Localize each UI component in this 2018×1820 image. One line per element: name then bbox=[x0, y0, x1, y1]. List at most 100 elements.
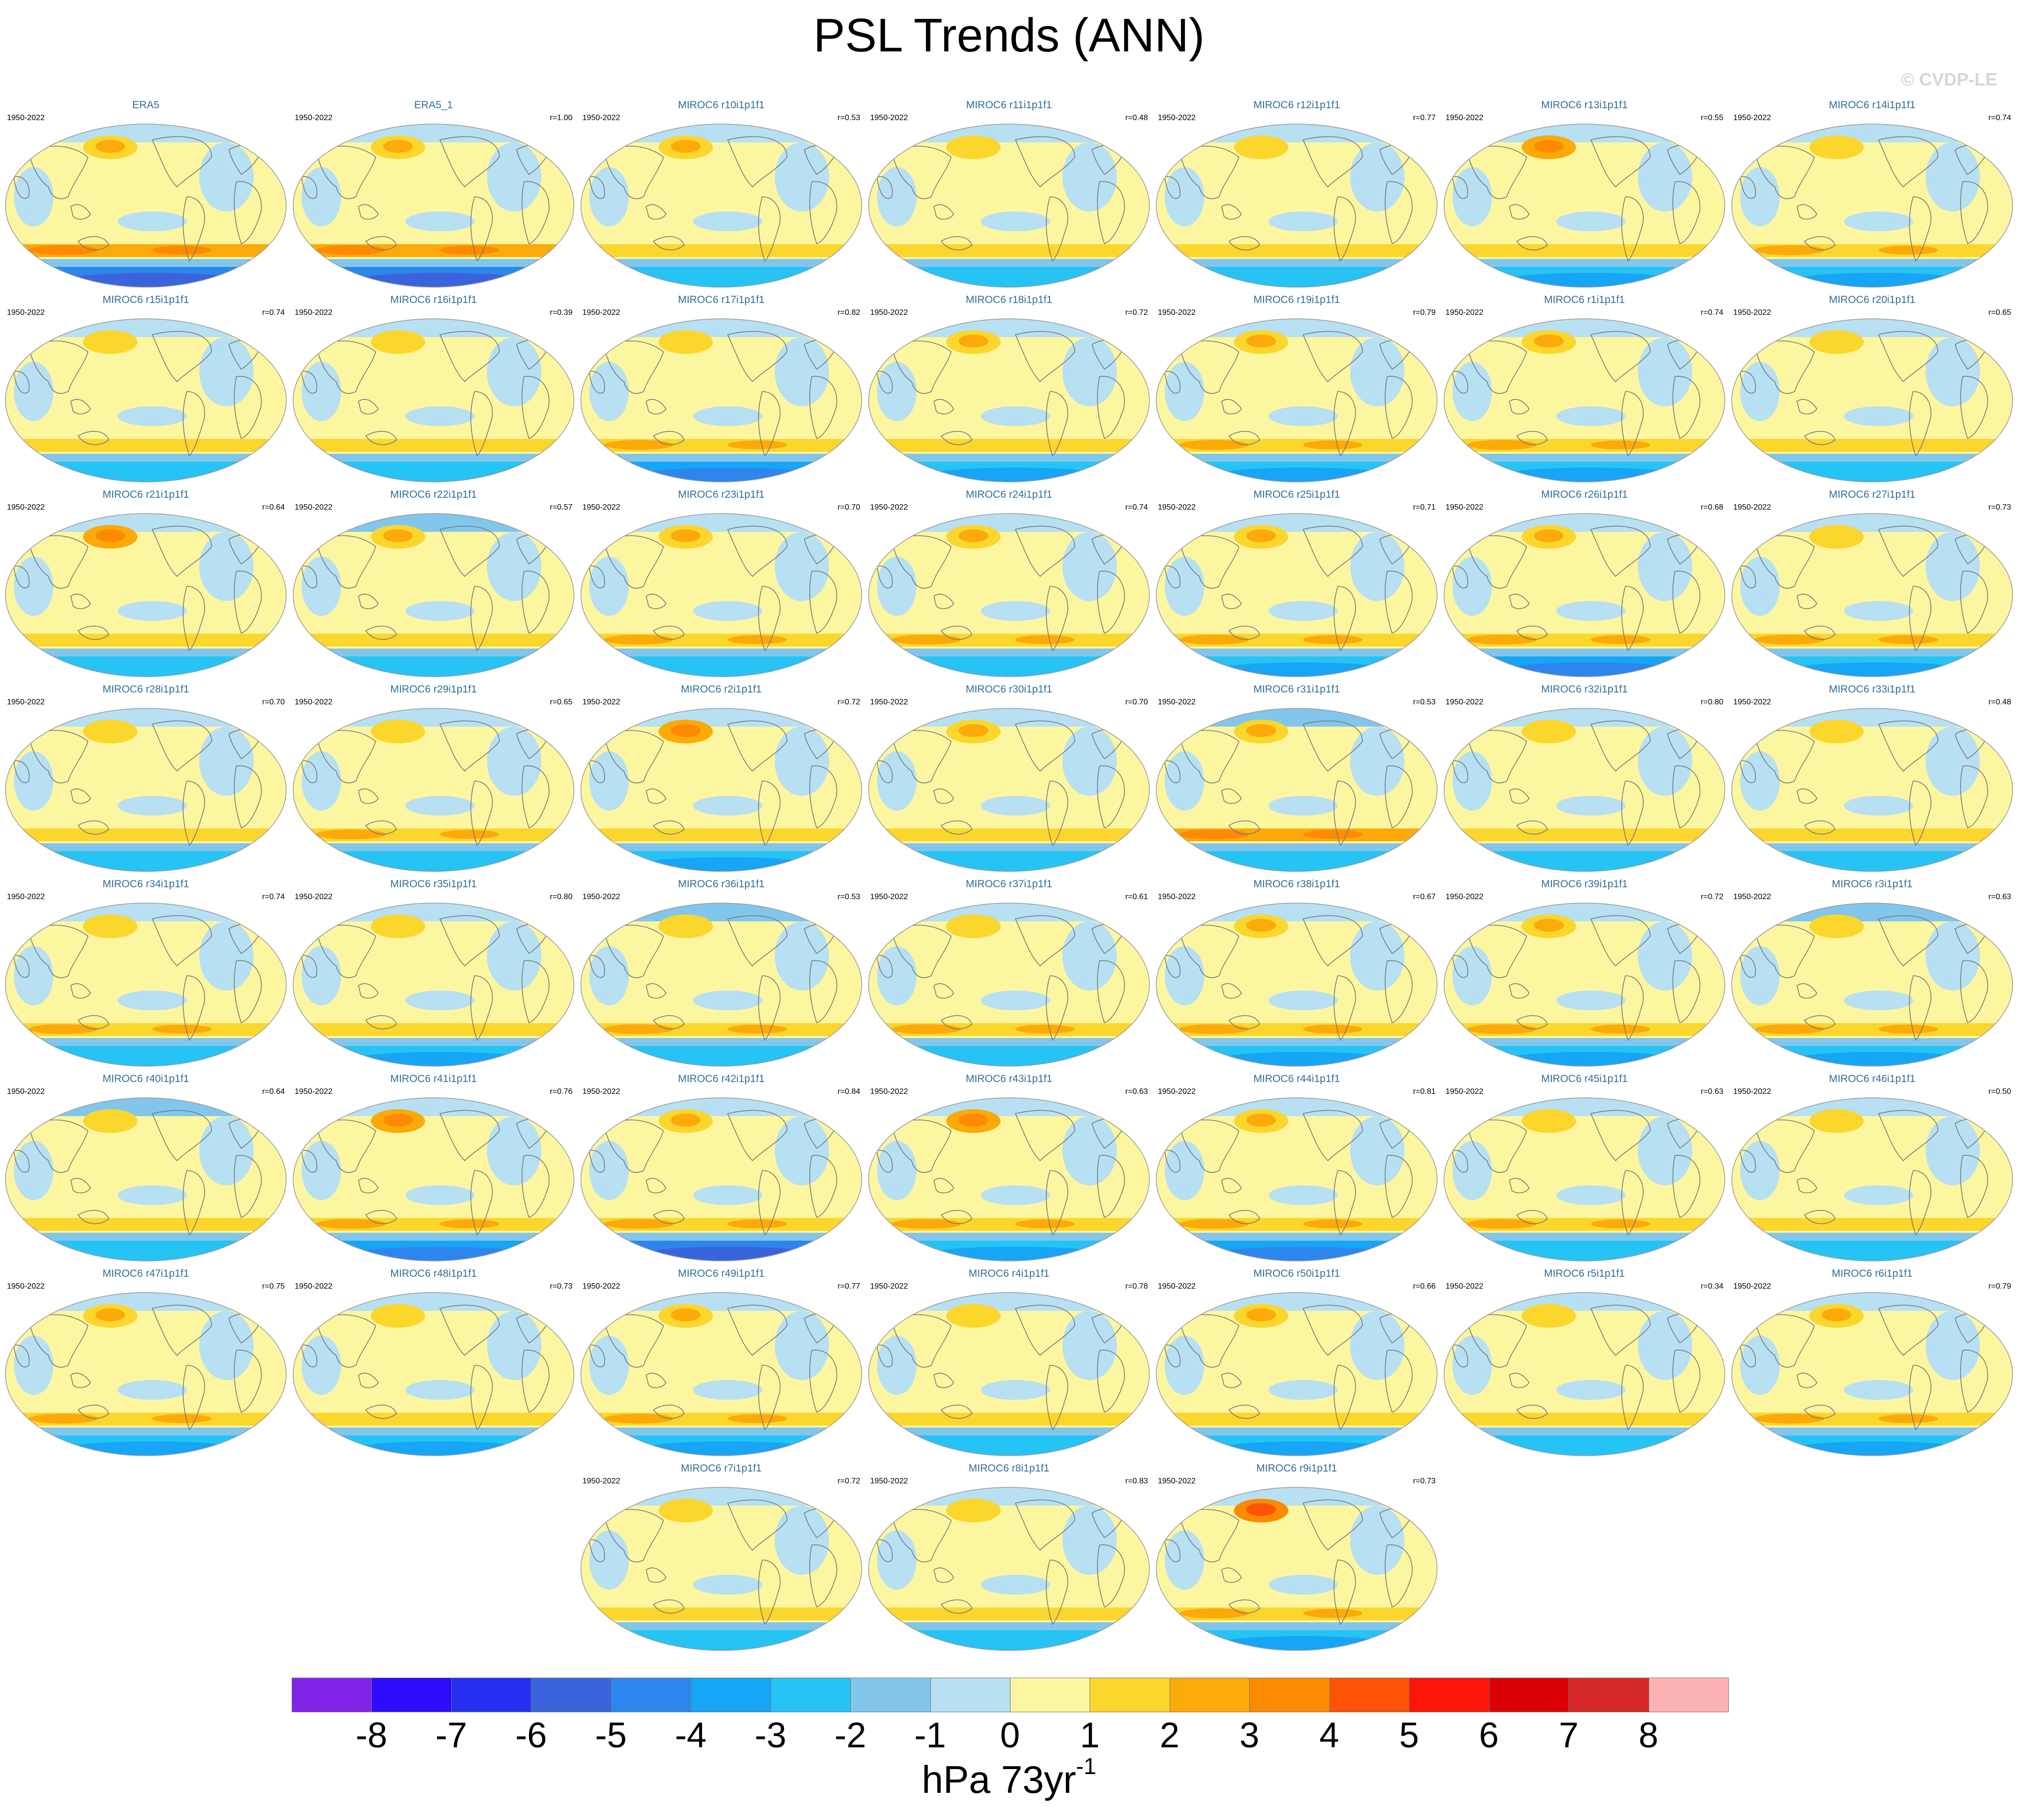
map-panel: MIROC6 r45i1p1f1 1950-2022 r=0.63 bbox=[1443, 1073, 1726, 1263]
globe-map bbox=[1731, 708, 2013, 872]
southern-midlat-trend-core bbox=[728, 1219, 787, 1228]
globe-outline bbox=[5, 513, 287, 677]
antarctic-trend-core bbox=[68, 1441, 236, 1455]
indian-trend-patch bbox=[14, 751, 53, 811]
coastline-outline bbox=[589, 720, 837, 846]
tropical-trend-patch bbox=[1844, 991, 1913, 1010]
indian-trend-patch bbox=[877, 751, 917, 811]
tropical-trend-patch bbox=[118, 212, 187, 231]
panel-correlation: r=0.82 bbox=[837, 308, 860, 317]
panel-correlation: r=0.50 bbox=[1988, 1087, 2011, 1096]
indian-trend-patch bbox=[14, 362, 53, 421]
southern-midlat-trend-band bbox=[869, 828, 1149, 841]
panel-years: 1950-2022 bbox=[582, 1477, 620, 1485]
southern-midlat-trend-core bbox=[1591, 1219, 1650, 1228]
panel-title: MIROC6 r4i1p1f1 bbox=[968, 1268, 1050, 1279]
map-panel: MIROC6 r38i1p1f1 1950-2022 r=0.67 bbox=[1155, 878, 1439, 1068]
antarctic-trend-band-inner bbox=[869, 267, 1149, 287]
globe-map bbox=[5, 513, 287, 677]
colorbar-swatch bbox=[611, 1678, 692, 1712]
panel-correlation: r=0.34 bbox=[1701, 1282, 1723, 1291]
globe-outline bbox=[868, 903, 1150, 1067]
globe-outline bbox=[1731, 513, 2013, 677]
map-panel: MIROC6 r31i1p1f1 1950-2022 r=0.53 bbox=[1155, 683, 1439, 873]
tropical-trend-patch bbox=[693, 1185, 762, 1205]
map-panel: MIROC6 r6i1p1f1 1950-2022 r=0.79 bbox=[1730, 1267, 2014, 1458]
panel-correlation: r=0.64 bbox=[262, 1087, 285, 1096]
antarctic-trend-core bbox=[644, 468, 812, 481]
panel-title: MIROC6 r49i1p1f1 bbox=[678, 1268, 765, 1279]
coastline-outline bbox=[1452, 1110, 1701, 1236]
panel-years: 1950-2022 bbox=[295, 503, 333, 512]
north-pacific-trend-patch bbox=[946, 1499, 1001, 1522]
southern-midlat-trend-band bbox=[869, 244, 1149, 257]
panel-years: 1950-2022 bbox=[870, 114, 908, 122]
panel-years: 1950-2022 bbox=[7, 114, 45, 122]
map-panel: MIROC6 r48i1p1f1 1950-2022 r=0.73 bbox=[292, 1267, 575, 1458]
north-pacific-trend-patch bbox=[1234, 135, 1288, 159]
colorbar-swatch bbox=[1409, 1678, 1490, 1712]
southern-midlat-trend-core bbox=[152, 1025, 212, 1034]
colorbar-unit: hPa 73yr bbox=[921, 1758, 1076, 1801]
southern-midlat-trend-band bbox=[1732, 828, 2013, 841]
arctic-trend-band bbox=[1732, 708, 2013, 727]
southern-midlat-trend-core bbox=[1303, 635, 1362, 644]
coastline-outline bbox=[1740, 915, 1988, 1041]
panel-title: MIROC6 r50i1p1f1 bbox=[1253, 1268, 1340, 1279]
indian-trend-patch bbox=[302, 1336, 341, 1395]
panel-title: MIROC6 r1i1p1f1 bbox=[1544, 294, 1625, 305]
map-panel: MIROC6 r1i1p1f1 1950-2022 r=0.74 bbox=[1443, 294, 1726, 484]
antarctic-trend-band-inner bbox=[5, 851, 286, 871]
atlantic-trend-patch bbox=[487, 337, 541, 406]
antarctic-trend-core bbox=[1795, 1052, 1963, 1066]
globe-outline bbox=[293, 318, 574, 482]
tropical-trend-patch bbox=[1269, 991, 1338, 1010]
panel-correlation: r=0.77 bbox=[1413, 114, 1436, 122]
north-pacific-trend-patch bbox=[1809, 330, 1864, 354]
map-panel: MIROC6 r7i1p1f1 1950-2022 r=0.72 bbox=[579, 1462, 863, 1652]
globe-map bbox=[580, 124, 862, 288]
antarctic-trend-core bbox=[1219, 1247, 1387, 1260]
colorbar-tick-label: -5 bbox=[595, 1716, 627, 1755]
panel-correlation: r=0.78 bbox=[1125, 1282, 1148, 1291]
panel-title: MIROC6 r21i1p1f1 bbox=[102, 489, 189, 500]
panel-correlation: r=0.80 bbox=[1701, 698, 1723, 706]
southern-midlat-trend-core bbox=[440, 246, 499, 255]
southern-midlat-trend-core bbox=[440, 1219, 499, 1228]
indian-trend-patch bbox=[1452, 751, 1492, 811]
antarctic-trend-core bbox=[1795, 273, 1963, 287]
north-pacific-trend-core bbox=[1246, 1114, 1276, 1127]
colorbar-label: hPa 73yr-1 bbox=[0, 1755, 2018, 1802]
panel-correlation: r=0.70 bbox=[262, 698, 285, 706]
arctic-trend-band bbox=[869, 1487, 1149, 1506]
southern-midlat-trend-core bbox=[604, 635, 673, 645]
globe-map bbox=[5, 708, 287, 872]
atlantic-trend-patch bbox=[1350, 337, 1404, 406]
indian-trend-patch bbox=[877, 362, 917, 421]
globe-map bbox=[1731, 124, 2013, 288]
atlantic-trend-patch bbox=[1350, 1506, 1404, 1575]
antarctic-trend-core bbox=[68, 273, 236, 287]
globe-map bbox=[5, 903, 287, 1067]
map-panel: MIROC6 r30i1p1f1 1950-2022 r=0.70 bbox=[867, 683, 1151, 873]
atlantic-trend-patch bbox=[1638, 142, 1692, 212]
indian-trend-patch bbox=[877, 167, 917, 226]
panel-correlation: r=0.48 bbox=[1988, 698, 2011, 706]
map-panel: MIROC6 r49i1p1f1 1950-2022 r=0.77 bbox=[579, 1267, 863, 1458]
globe-map bbox=[293, 513, 574, 677]
globe-outline bbox=[1444, 1097, 1725, 1261]
tropical-trend-patch bbox=[405, 991, 475, 1010]
colorbar-swatch bbox=[770, 1678, 851, 1712]
indian-trend-patch bbox=[589, 751, 629, 811]
globe-outline bbox=[580, 124, 862, 288]
globe-map bbox=[1444, 318, 1725, 482]
globe-outline bbox=[868, 708, 1150, 872]
globe-map bbox=[580, 513, 862, 677]
north-pacific-trend-core bbox=[671, 1308, 701, 1321]
arctic-trend-band bbox=[869, 1293, 1149, 1311]
southern-midlat-trend-core bbox=[728, 1025, 787, 1034]
panel-title: MIROC6 r43i1p1f1 bbox=[965, 1073, 1053, 1084]
north-pacific-trend-patch bbox=[1809, 525, 1864, 549]
tropical-trend-patch bbox=[1269, 1380, 1338, 1400]
coastline-outline bbox=[877, 1110, 1125, 1236]
